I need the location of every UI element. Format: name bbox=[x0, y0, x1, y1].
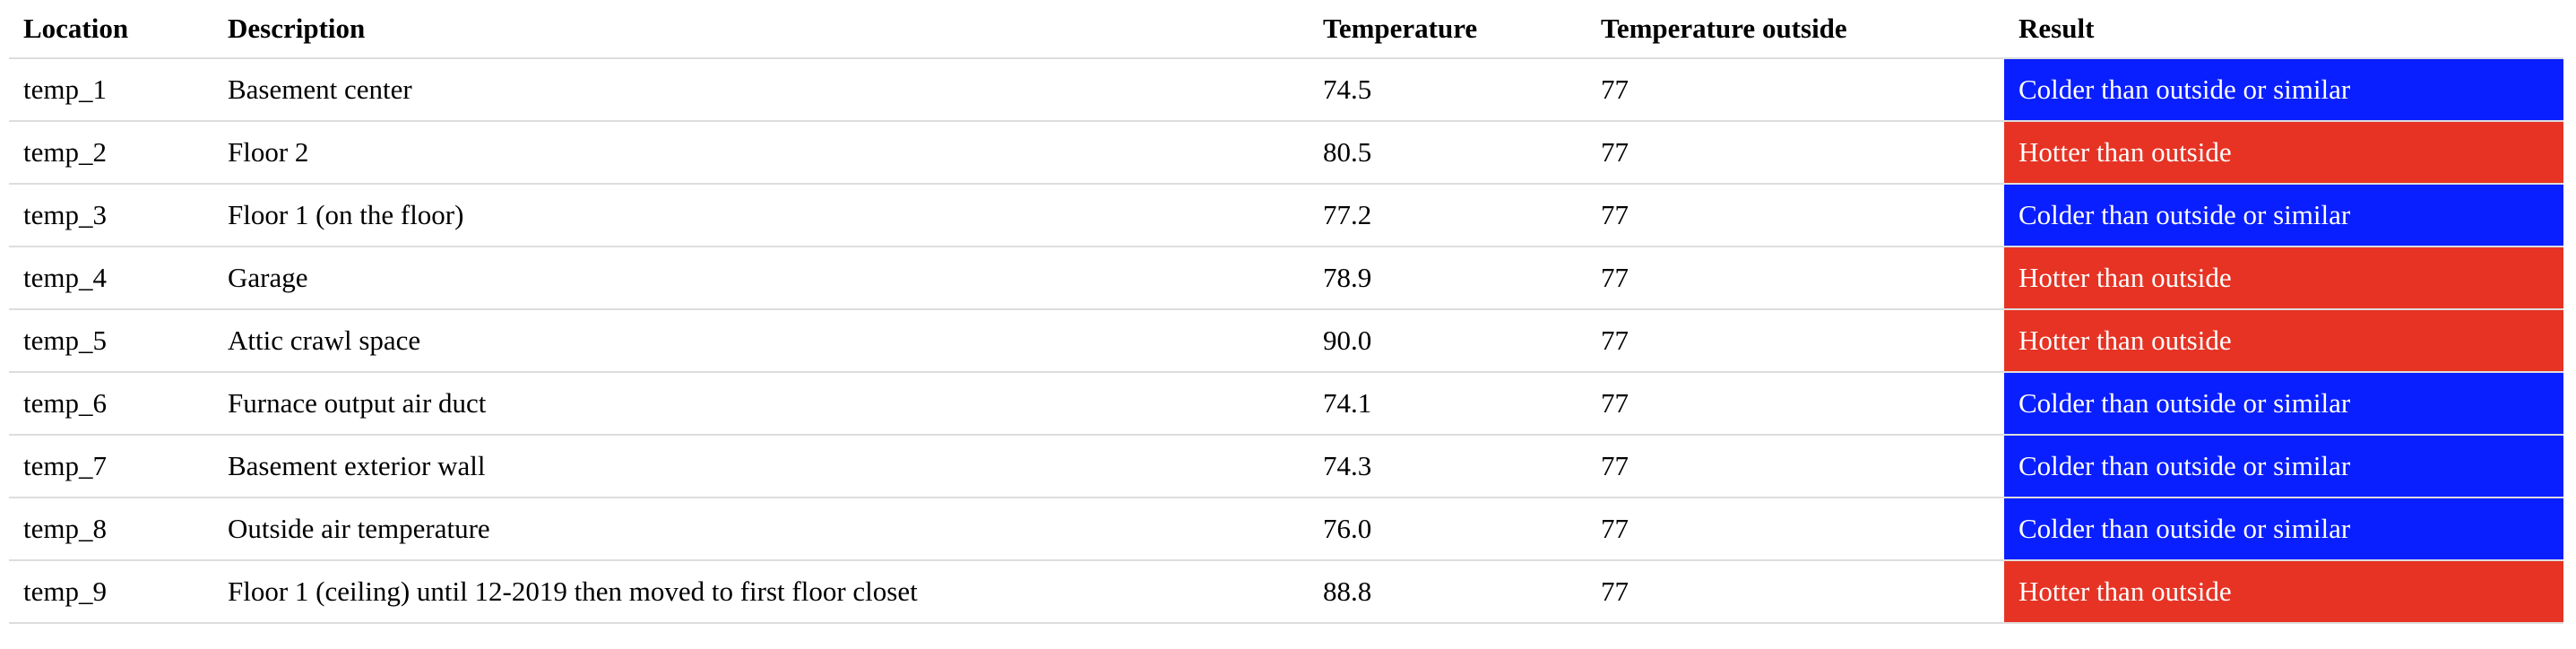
cell-result: Colder than outside or similar bbox=[2004, 435, 2563, 498]
table-row: temp_8 Outside air temperature 76.0 77 C… bbox=[9, 498, 2563, 561]
cell-result: Colder than outside or similar bbox=[2004, 58, 2563, 122]
header-temperature-outside: Temperature outside bbox=[1586, 0, 2004, 59]
cell-description: Furnace output air duct bbox=[213, 372, 1309, 436]
table-row: temp_6 Furnace output air duct 74.1 77 C… bbox=[9, 372, 2563, 436]
cell-temperature: 76.0 bbox=[1309, 498, 1586, 561]
cell-description: Garage bbox=[213, 247, 1309, 310]
cell-temperature-outside: 77 bbox=[1586, 309, 2004, 373]
cell-location: temp_3 bbox=[9, 184, 213, 247]
cell-result: Hotter than outside bbox=[2004, 309, 2563, 373]
cell-location: temp_4 bbox=[9, 247, 213, 310]
cell-location: temp_7 bbox=[9, 435, 213, 498]
cell-location: temp_1 bbox=[9, 58, 213, 122]
table-header-row: Location Description Temperature Tempera… bbox=[9, 0, 2563, 59]
cell-temperature-outside: 77 bbox=[1586, 435, 2004, 498]
header-description: Description bbox=[213, 0, 1309, 59]
cell-temperature-outside: 77 bbox=[1586, 560, 2004, 624]
cell-temperature: 78.9 bbox=[1309, 247, 1586, 310]
cell-temperature-outside: 77 bbox=[1586, 58, 2004, 122]
cell-temperature: 77.2 bbox=[1309, 184, 1586, 247]
cell-temperature-outside: 77 bbox=[1586, 121, 2004, 185]
cell-temperature-outside: 77 bbox=[1586, 372, 2004, 436]
table-row: temp_9 Floor 1 (ceiling) until 12-2019 t… bbox=[9, 560, 2563, 624]
cell-result: Colder than outside or similar bbox=[2004, 498, 2563, 561]
cell-temperature-outside: 77 bbox=[1586, 184, 2004, 247]
table-row: temp_1 Basement center 74.5 77 Colder th… bbox=[9, 58, 2563, 122]
cell-temperature: 80.5 bbox=[1309, 121, 1586, 185]
cell-location: temp_2 bbox=[9, 121, 213, 185]
cell-result: Colder than outside or similar bbox=[2004, 184, 2563, 247]
cell-description: Basement exterior wall bbox=[213, 435, 1309, 498]
table-row: temp_7 Basement exterior wall 74.3 77 Co… bbox=[9, 435, 2563, 498]
cell-description: Floor 1 (on the floor) bbox=[213, 184, 1309, 247]
cell-location: temp_5 bbox=[9, 309, 213, 373]
cell-temperature: 90.0 bbox=[1309, 309, 1586, 373]
header-result: Result bbox=[2004, 0, 2563, 59]
cell-result: Hotter than outside bbox=[2004, 560, 2563, 624]
cell-result: Colder than outside or similar bbox=[2004, 372, 2563, 436]
table-row: temp_5 Attic crawl space 90.0 77 Hotter … bbox=[9, 309, 2563, 373]
cell-temperature: 74.5 bbox=[1309, 58, 1586, 122]
table-row: temp_3 Floor 1 (on the floor) 77.2 77 Co… bbox=[9, 184, 2563, 247]
temperature-table: Location Description Temperature Tempera… bbox=[9, 0, 2563, 624]
cell-temperature-outside: 77 bbox=[1586, 498, 2004, 561]
cell-description: Attic crawl space bbox=[213, 309, 1309, 373]
cell-location: temp_6 bbox=[9, 372, 213, 436]
cell-temperature: 74.1 bbox=[1309, 372, 1586, 436]
cell-result: Hotter than outside bbox=[2004, 247, 2563, 310]
cell-description: Floor 2 bbox=[213, 121, 1309, 185]
header-temperature: Temperature bbox=[1309, 0, 1586, 59]
header-location: Location bbox=[9, 0, 213, 59]
temperature-table-container: Location Description Temperature Tempera… bbox=[9, 0, 2563, 624]
cell-temperature: 88.8 bbox=[1309, 560, 1586, 624]
cell-description: Outside air temperature bbox=[213, 498, 1309, 561]
cell-location: temp_8 bbox=[9, 498, 213, 561]
table-row: temp_4 Garage 78.9 77 Hotter than outsid… bbox=[9, 247, 2563, 310]
cell-description: Floor 1 (ceiling) until 12-2019 then mov… bbox=[213, 560, 1309, 624]
cell-location: temp_9 bbox=[9, 560, 213, 624]
cell-temperature: 74.3 bbox=[1309, 435, 1586, 498]
cell-temperature-outside: 77 bbox=[1586, 247, 2004, 310]
cell-result: Hotter than outside bbox=[2004, 121, 2563, 185]
table-row: temp_2 Floor 2 80.5 77 Hotter than outsi… bbox=[9, 121, 2563, 185]
cell-description: Basement center bbox=[213, 58, 1309, 122]
